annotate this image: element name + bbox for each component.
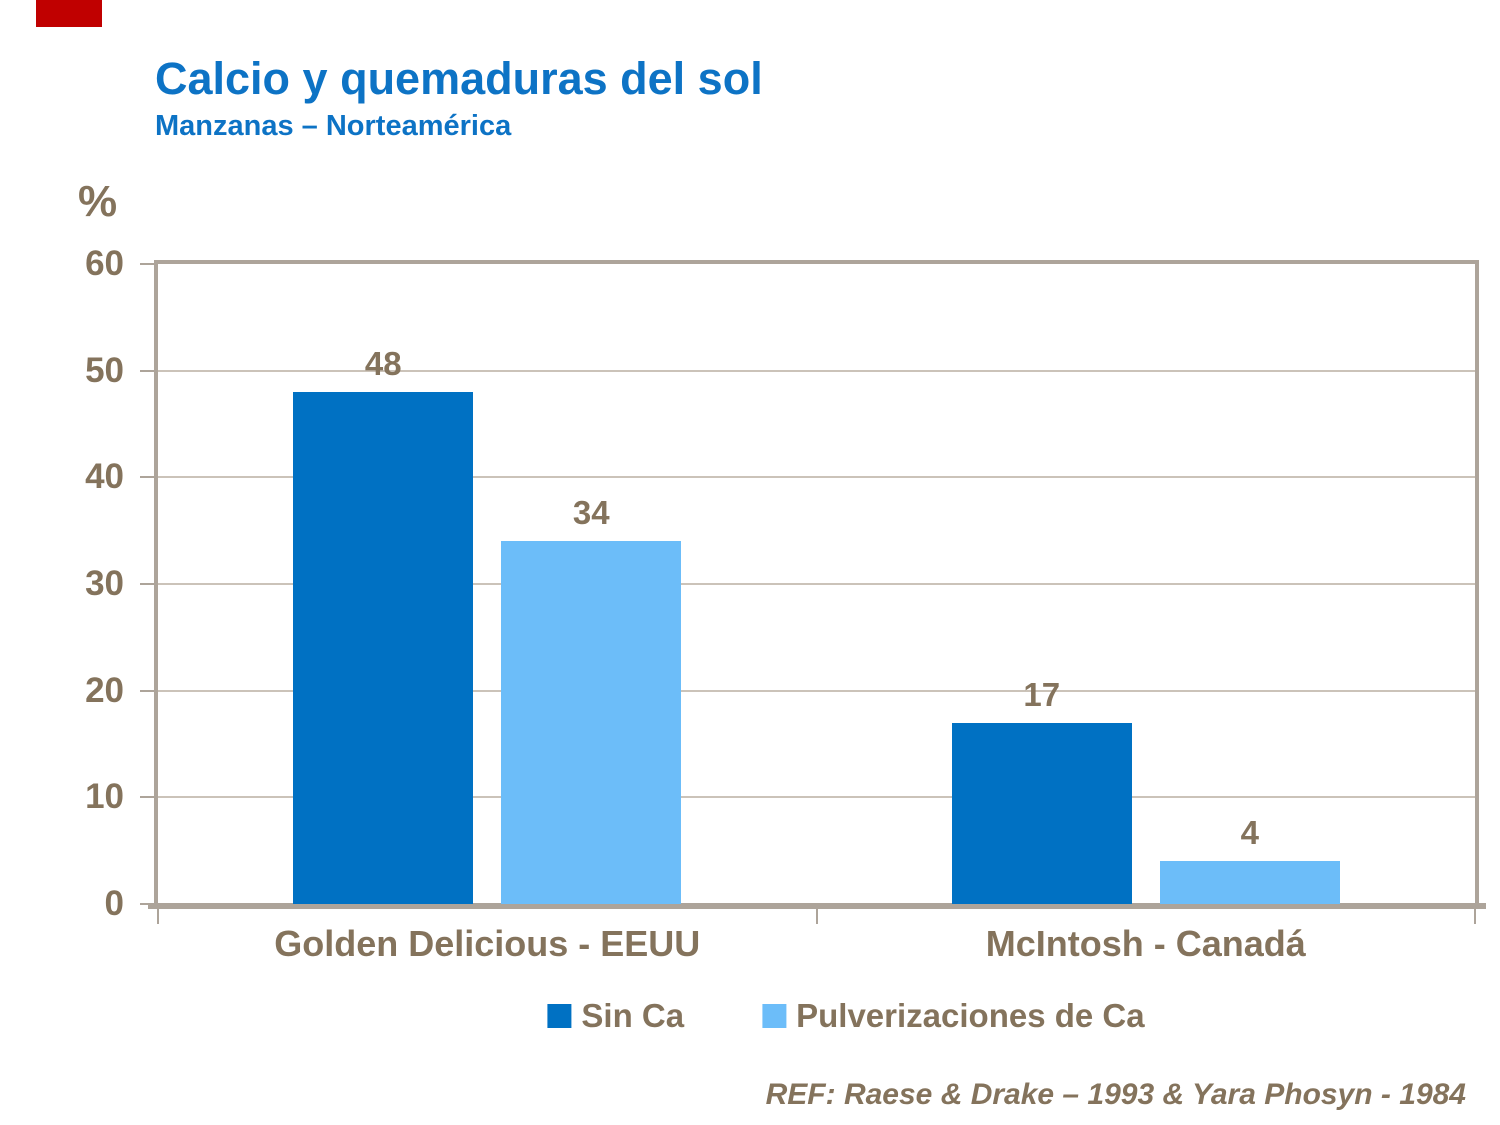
y-axis-tick-label: 20 (85, 670, 124, 710)
gridline (158, 583, 1475, 585)
legend-label: Pulverizaciones de Ca (796, 997, 1145, 1034)
legend-item: Sin Ca (547, 999, 684, 1032)
bar-value-label: 48 (364, 345, 402, 382)
y-axis-unit-label: % (78, 177, 118, 226)
bar-pulverizaciones-de-ca-1 (501, 541, 682, 904)
y-axis-tick-mark (140, 369, 156, 372)
gridline (158, 369, 1475, 372)
y-axis-tick-mark (140, 689, 156, 692)
gridline (158, 476, 1475, 479)
gridline (158, 689, 1475, 692)
chart-subtitle: Manzanas – Norteamérica (155, 110, 512, 142)
x-axis-category-label: McIntosh - Canadá (985, 923, 1306, 964)
y-axis-tick-mark (140, 263, 156, 265)
chart-legend: Sin Ca Pulverizaciones de Ca (547, 997, 1145, 1034)
slide-accent-rect (36, 0, 102, 27)
legend-label: Sin Ca (581, 997, 685, 1034)
y-axis-tick-label: 50 (85, 350, 124, 390)
legend-item: Pulverizaciones de Ca (762, 997, 1145, 1034)
y-axis-tick-mark (140, 583, 156, 585)
x-axis-tick-mark (815, 909, 818, 924)
bar-value-label: 4 (1240, 814, 1259, 852)
x-axis-line (148, 903, 1486, 909)
chart-title: Calcio y quemaduras del sol (155, 53, 763, 104)
reference-text: REF: Raese & Drake – 1993 & Yara Phosyn … (765, 1078, 1466, 1111)
bar-sin-ca-2 (951, 722, 1132, 904)
bar-sin-ca-1 (293, 392, 474, 904)
y-axis-tick-label: 40 (85, 457, 124, 497)
y-axis-tick-label: 0 (104, 884, 124, 923)
x-axis-tick-mark (1474, 909, 1476, 924)
gridline (158, 796, 1475, 799)
bar-pulverizaciones-de-ca-2 (1159, 861, 1340, 904)
y-axis-tick-mark (140, 476, 156, 479)
y-axis-tick-label: 10 (85, 777, 124, 817)
bar-value-label: 34 (572, 494, 610, 532)
bar-value-label: 17 (1023, 675, 1061, 713)
y-axis-tick-label: 30 (85, 564, 124, 603)
x-axis-tick-mark (157, 909, 159, 924)
legend-swatch-icon (547, 1003, 572, 1028)
legend-swatch-icon (762, 1003, 787, 1028)
y-axis-tick-label: 60 (85, 244, 124, 283)
y-axis-tick-mark (140, 796, 156, 799)
x-axis-category-label: Golden Delicious - EEUU (274, 923, 701, 964)
